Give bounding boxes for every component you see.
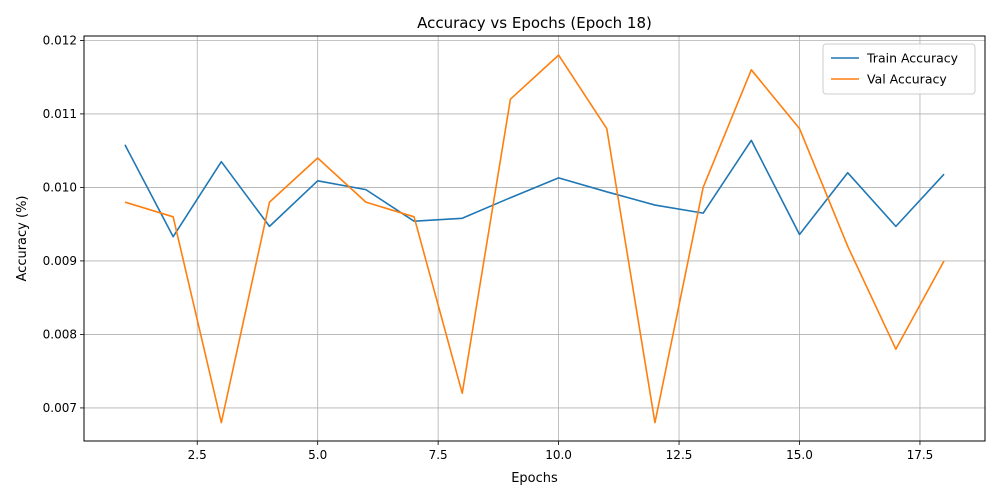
x-tick-label: 15.0 xyxy=(786,448,813,462)
plot-frame xyxy=(83,35,986,442)
series-line-train-accuracy xyxy=(124,139,945,238)
series-lines xyxy=(124,54,945,424)
x-tick-label: 12.5 xyxy=(666,448,693,462)
y-tick-label: 0.011 xyxy=(43,107,77,121)
x-tick-label: 17.5 xyxy=(907,448,934,462)
y-tick-label: 0.008 xyxy=(43,327,77,341)
series-line-val-accuracy xyxy=(124,54,945,424)
legend-label: Val Accuracy xyxy=(867,72,947,87)
y-tick-label: 0.007 xyxy=(43,401,77,415)
chart-title: Accuracy vs Epochs (Epoch 18) xyxy=(417,14,652,32)
legend-label: Train Accuracy xyxy=(866,51,959,66)
legend-box xyxy=(822,43,976,95)
x-tick-label: 10.0 xyxy=(545,448,572,462)
axis-ticks: 2.5 5.0 7.5 10.0 12.5 15.0 17.5 0.007 0.008 0.009… xyxy=(43,33,934,462)
legend: Train Accuracy Val Accuracy xyxy=(822,43,976,95)
y-tick-label: 0.010 xyxy=(43,180,77,194)
x-tick-label: 5.0 xyxy=(308,448,327,462)
y-tick-label: 0.009 xyxy=(43,254,77,268)
y-axis-label: Accuracy (%) xyxy=(15,196,30,282)
x-axis-label: Epochs xyxy=(511,471,558,486)
x-tick-label: 2.5 xyxy=(188,448,207,462)
y-tick-label: 0.012 xyxy=(43,33,77,47)
x-tick-label: 7.5 xyxy=(429,448,448,462)
